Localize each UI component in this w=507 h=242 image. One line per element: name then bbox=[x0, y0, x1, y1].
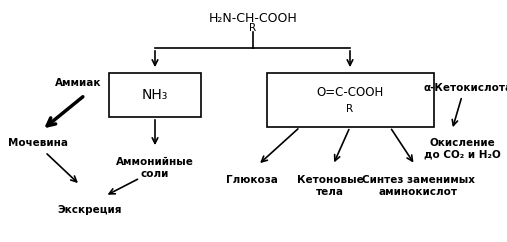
Text: Аммиак: Аммиак bbox=[55, 78, 101, 88]
Text: Окисление
до CO₂ и H₂O: Окисление до CO₂ и H₂O bbox=[424, 138, 500, 160]
Text: NH₃: NH₃ bbox=[142, 88, 168, 102]
FancyBboxPatch shape bbox=[109, 73, 201, 117]
Text: Экскреция: Экскреция bbox=[58, 205, 122, 215]
Text: Мочевина: Мочевина bbox=[8, 138, 68, 148]
Text: Кетоновые
тела: Кетоновые тела bbox=[297, 175, 364, 197]
Text: R: R bbox=[346, 104, 353, 114]
Text: α-Кетокислота: α-Кетокислота bbox=[423, 83, 507, 93]
Text: H₂N-CH-COOH: H₂N-CH-COOH bbox=[208, 12, 298, 25]
Text: R: R bbox=[249, 23, 257, 33]
Text: O=C-COOH: O=C-COOH bbox=[316, 86, 384, 99]
Text: Аммонийные
соли: Аммонийные соли bbox=[116, 157, 194, 179]
Text: Глюкоза: Глюкоза bbox=[226, 175, 278, 185]
FancyBboxPatch shape bbox=[267, 73, 433, 127]
Text: Синтез заменимых
аминокислот: Синтез заменимых аминокислот bbox=[361, 175, 475, 197]
